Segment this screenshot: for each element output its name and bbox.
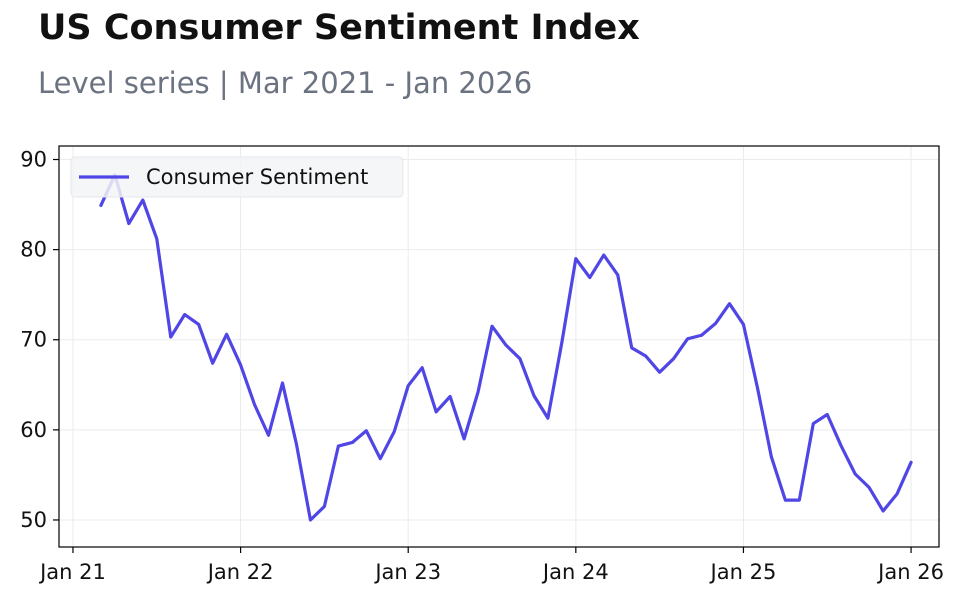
- grid-lines: [59, 146, 939, 547]
- y-tick-label: 80: [20, 238, 47, 262]
- x-tick-label: Jan 22: [206, 560, 274, 584]
- plot-frame: [58, 145, 940, 548]
- legend-label: Consumer Sentiment: [146, 165, 368, 189]
- y-tick-label: 60: [20, 418, 47, 442]
- x-tick-label: Jan 24: [541, 560, 609, 584]
- legend: Consumer Sentiment: [70, 156, 404, 198]
- x-tick-label: Jan 21: [38, 560, 106, 584]
- series-line: [99, 173, 913, 522]
- x-tick-label: Jan 23: [373, 560, 441, 584]
- chart-title: US Consumer Sentiment Index: [38, 8, 640, 48]
- y-tick-label: 90: [20, 148, 47, 172]
- x-tick-label: Jan 25: [709, 560, 777, 584]
- x-tick-label: Jan 26: [876, 560, 944, 584]
- legend-box: [70, 156, 404, 198]
- chart-subtitle: Level series | Mar 2021 - Jan 2026: [38, 66, 533, 100]
- y-tick-label: 70: [20, 328, 47, 352]
- series-lines: [99, 173, 913, 522]
- y-tick-label: 50: [20, 508, 47, 532]
- axes: 50 60 70 80 90 Jan 21 Jan 22 Jan 23 Jan 24 Jan 25…: [20, 145, 944, 584]
